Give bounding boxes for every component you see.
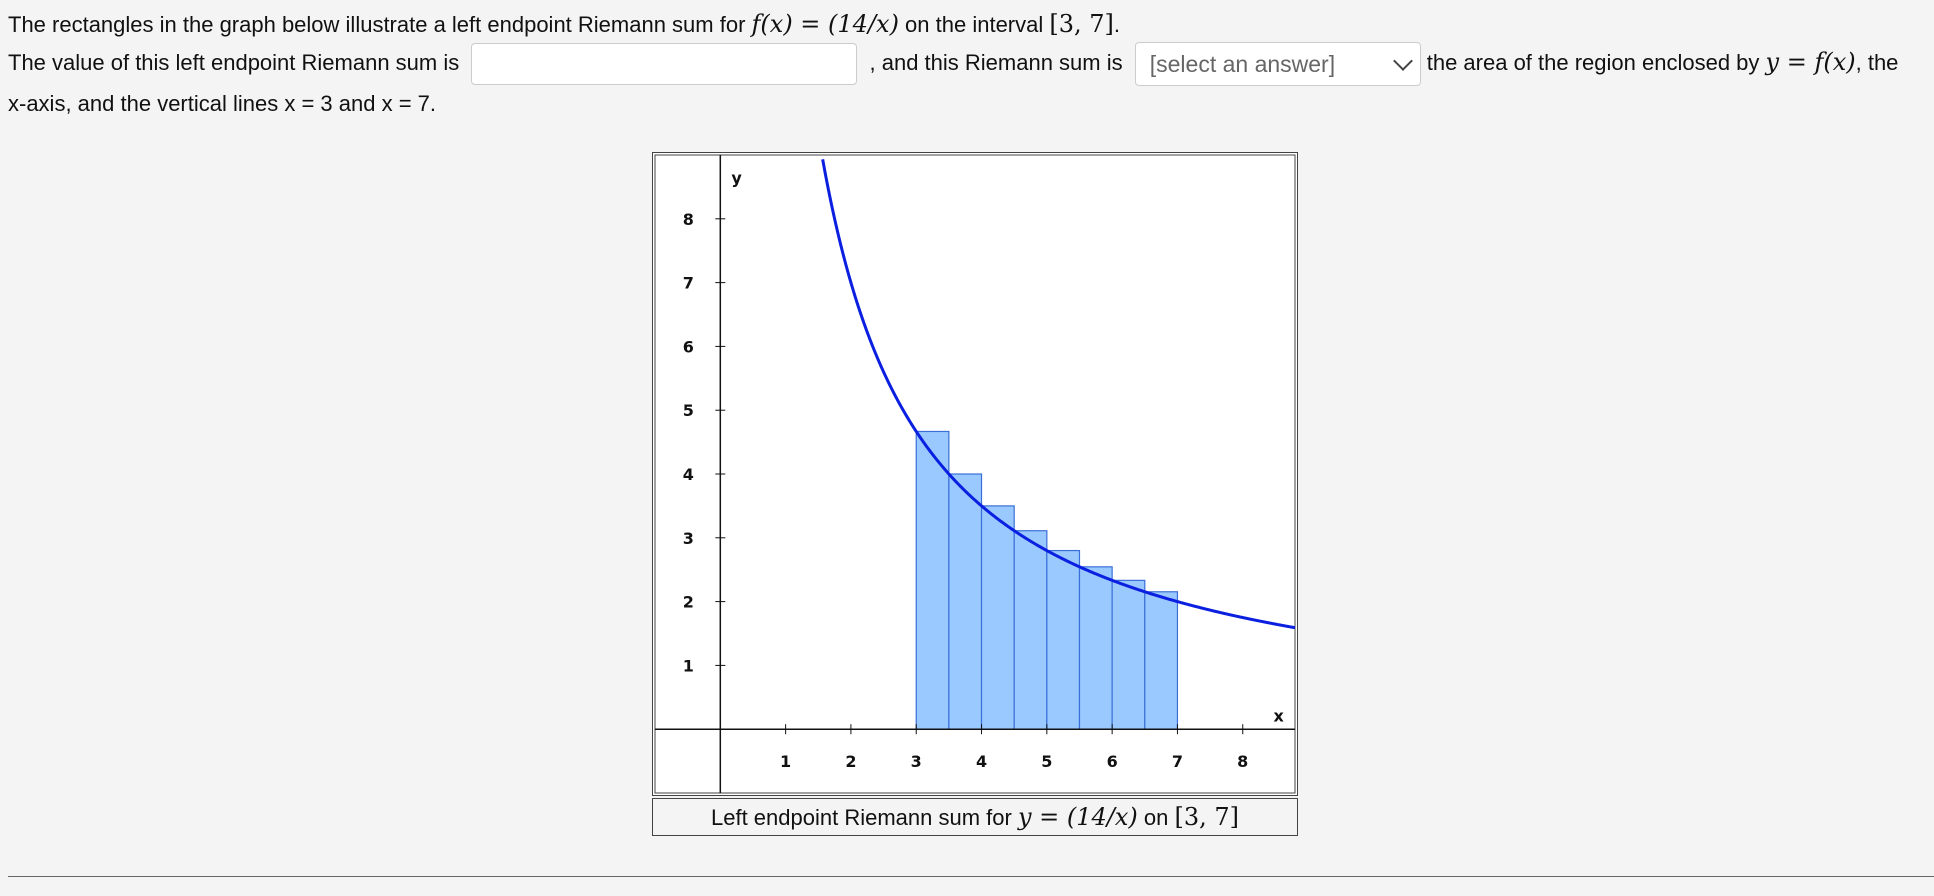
- comparison-select[interactable]: [select an answer]: [1134, 42, 1421, 87]
- chart-svg: 1 2 3 4 5 6 7 8 1 2 3 4 5 6 7 8 x y: [654, 154, 1296, 794]
- riemann-rectangle: [1046, 549, 1081, 730]
- question-text: The rectangles in the graph below illust…: [8, 12, 752, 37]
- caption-interval: [3, 7]: [1174, 803, 1239, 831]
- x-tick-label: 5: [1041, 752, 1052, 771]
- caption-text: on: [1137, 805, 1175, 830]
- y-tick-label: 6: [683, 337, 694, 356]
- x-tick-label: 4: [976, 752, 987, 771]
- caption-text: Left endpoint Riemann sum for: [711, 805, 1018, 830]
- question-text: the area of the region enclosed by: [1426, 50, 1766, 75]
- y-tick-label: 8: [683, 210, 694, 229]
- y-tick-label: 7: [683, 274, 694, 293]
- y-tick-label: 2: [683, 593, 694, 612]
- riemann-rectangle: [1144, 591, 1179, 730]
- question-text: , and this Riemann sum is: [869, 50, 1123, 75]
- caption-equation: y = (14/x): [1017, 803, 1138, 831]
- divider: [8, 876, 1934, 877]
- x-tick-label: 8: [1237, 752, 1248, 771]
- riemann-rectangle: [948, 473, 983, 730]
- riemann-rectangle: [1078, 566, 1113, 730]
- x-axis-label: x: [1274, 707, 1285, 726]
- riemann-rectangle: [915, 430, 950, 730]
- y-tick-label: 1: [683, 656, 694, 675]
- function-curve: [821, 159, 1296, 630]
- question-line-2: The value of this left endpoint Riemann …: [8, 42, 1934, 87]
- x-tick-label: 1: [780, 752, 791, 771]
- question-text: x-axis, and the vertical lines x = 3 and…: [8, 91, 437, 116]
- riemann-sum-graph: 1 2 3 4 5 6 7 8 1 2 3 4 5 6 7 8 x y: [652, 152, 1298, 796]
- question-text: .: [1113, 12, 1121, 37]
- y-axis-label: y: [731, 169, 742, 188]
- question-line-3: x-axis, and the vertical lines x = 3 and…: [8, 88, 436, 120]
- y-tick-label: 3: [683, 529, 694, 548]
- riemann-rectangle: [1111, 579, 1146, 730]
- equation-expression: y = f(x): [1765, 48, 1856, 76]
- question-text: , the: [1855, 50, 1899, 75]
- y-tick-label: 4: [683, 465, 694, 484]
- function-expression: f(x) = (14/x): [751, 10, 899, 38]
- graph-caption: Left endpoint Riemann sum for y = (14/x)…: [652, 798, 1298, 836]
- x-tick-label: 2: [845, 752, 856, 771]
- chevron-down-icon: [1392, 51, 1413, 72]
- x-tick-label: 3: [911, 752, 922, 771]
- x-tick-label: 7: [1172, 752, 1183, 771]
- comparison-select-value: [select an answer]: [1149, 51, 1336, 78]
- x-tick-label: 6: [1107, 752, 1118, 771]
- question-text: The value of this left endpoint Riemann …: [8, 50, 460, 75]
- question-text: on the interval: [898, 12, 1050, 37]
- riemann-rectangle: [980, 505, 1015, 730]
- riemann-rectangle: [1013, 530, 1048, 730]
- riemann-sum-answer-input[interactable]: [471, 43, 858, 86]
- question-line-1: The rectangles in the graph below illust…: [8, 8, 1120, 41]
- interval-expression: [3, 7]: [1049, 10, 1114, 38]
- y-tick-label: 5: [683, 401, 694, 420]
